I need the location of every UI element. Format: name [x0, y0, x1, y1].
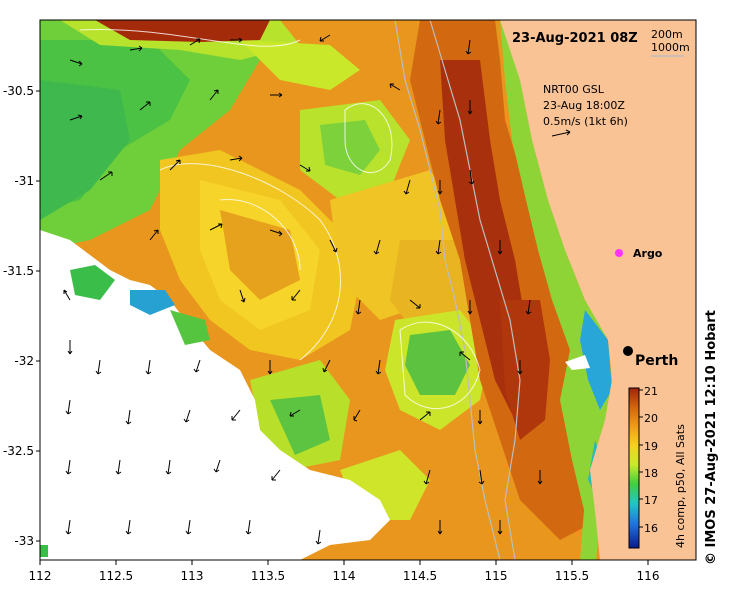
- x-tick-label: 115.5: [555, 569, 589, 583]
- current-scale-arrow-icon: [551, 129, 571, 137]
- y-tick-marks: [36, 90, 40, 542]
- argo-marker[interactable]: [615, 249, 623, 257]
- date-title: 23-Aug-2021 08Z: [512, 31, 638, 46]
- no-data-region: [40, 230, 390, 560]
- map-plot-area: [40, 20, 696, 560]
- colorbar: [628, 387, 640, 549]
- colorbar-tick-label: 17: [644, 494, 658, 507]
- x-tick-marks: [39, 560, 649, 565]
- y-tick-label: -30.5: [3, 84, 34, 98]
- y-tick-label: -31.5: [3, 264, 34, 278]
- land-mass: [500, 20, 696, 560]
- y-tick-label: -32.5: [3, 444, 34, 458]
- colorbar-tick-label: 20: [644, 412, 658, 425]
- y-tick-label: -32: [14, 354, 34, 368]
- x-tick-label: 113.5: [251, 569, 285, 583]
- y-tick-label: -31: [14, 174, 34, 188]
- x-tick-label: 112: [29, 569, 52, 583]
- bathymetry-legend-200m: 200m: [651, 28, 683, 41]
- current-legend-model: NRT00 GSL: [543, 83, 605, 96]
- bathymetry-legend-1000m: 1000m: [651, 41, 690, 54]
- y-tick-label: -33: [14, 534, 34, 548]
- colorbar-tick-label: 16: [644, 522, 658, 535]
- bathymetry-contours: [394, 20, 521, 560]
- perth-label: Perth: [635, 353, 678, 369]
- x-tick-label: 112.5: [99, 569, 133, 583]
- colorbar-label: 4h comp, p50, All Sats: [674, 424, 687, 548]
- x-tick-label: 114.5: [403, 569, 437, 583]
- plot-frame: [39, 19, 697, 561]
- sst-contours: [79, 29, 481, 410]
- credit-text: © IMOS 27-Aug-2021 12:10 Hobart: [704, 310, 719, 565]
- argo-label: Argo: [633, 247, 663, 260]
- x-tick-label: 116: [637, 569, 660, 583]
- x-tick-label: 114: [333, 569, 356, 583]
- x-tick-label: 113: [181, 569, 204, 583]
- x-tick-label: 115: [485, 569, 508, 583]
- colorbar-tick-label: 21: [644, 385, 658, 398]
- perth-marker[interactable]: [623, 346, 633, 356]
- current-vectors: [63, 34, 543, 545]
- current-legend-time: 23-Aug 18:00Z: [543, 99, 625, 112]
- colorbar-tick-label: 19: [644, 440, 658, 453]
- current-legend-scale: 0.5m/s (1kt 6h): [543, 115, 628, 128]
- colorbar-ticks: [639, 389, 643, 528]
- colorbar-tick-label: 18: [644, 467, 658, 480]
